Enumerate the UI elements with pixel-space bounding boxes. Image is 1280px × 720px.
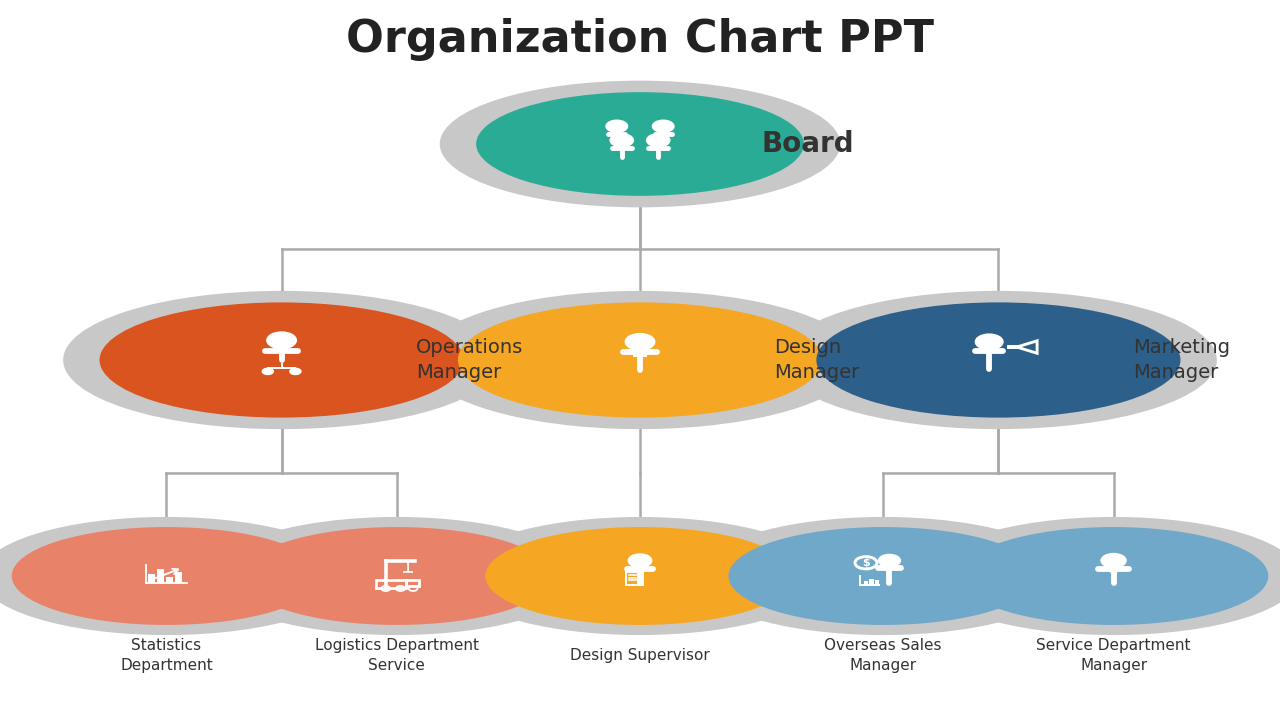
Ellipse shape xyxy=(242,527,552,625)
Circle shape xyxy=(262,369,274,374)
Bar xyxy=(156,569,164,583)
Circle shape xyxy=(625,333,655,350)
Bar xyxy=(406,580,419,586)
Ellipse shape xyxy=(728,527,1038,625)
Ellipse shape xyxy=(63,291,500,429)
Bar xyxy=(874,580,879,585)
Text: Board: Board xyxy=(762,130,854,158)
Ellipse shape xyxy=(458,302,822,418)
Text: Logistics Department
Service: Logistics Department Service xyxy=(315,638,479,672)
Text: Marketing
Manager: Marketing Manager xyxy=(1133,338,1230,382)
Ellipse shape xyxy=(100,302,463,418)
Bar xyxy=(165,577,173,583)
Circle shape xyxy=(878,554,900,567)
Ellipse shape xyxy=(817,302,1180,418)
Ellipse shape xyxy=(0,517,353,635)
Text: Operations
Manager: Operations Manager xyxy=(416,338,524,382)
Circle shape xyxy=(266,332,297,348)
Text: Design Supervisor: Design Supervisor xyxy=(570,648,710,662)
Circle shape xyxy=(653,120,675,132)
Circle shape xyxy=(289,369,301,374)
Bar xyxy=(376,580,406,588)
Text: Service Department
Manager: Service Department Manager xyxy=(1037,638,1190,672)
Ellipse shape xyxy=(780,291,1217,429)
Ellipse shape xyxy=(476,92,804,196)
Circle shape xyxy=(605,120,627,132)
Circle shape xyxy=(975,334,1004,350)
Ellipse shape xyxy=(210,517,584,635)
Ellipse shape xyxy=(440,81,840,207)
Bar xyxy=(864,581,868,585)
Ellipse shape xyxy=(485,527,795,625)
Ellipse shape xyxy=(453,517,827,635)
Text: Organization Chart PPT: Organization Chart PPT xyxy=(346,18,934,61)
Ellipse shape xyxy=(927,517,1280,635)
Ellipse shape xyxy=(12,527,321,625)
Ellipse shape xyxy=(696,517,1070,635)
Bar xyxy=(869,579,874,585)
Circle shape xyxy=(1101,554,1126,567)
Text: $: $ xyxy=(863,558,870,568)
Bar xyxy=(626,572,643,585)
Bar xyxy=(634,351,646,356)
Text: Design
Manager: Design Manager xyxy=(774,338,860,382)
Text: Overseas Sales
Manager: Overseas Sales Manager xyxy=(824,638,942,672)
Ellipse shape xyxy=(421,291,859,429)
Circle shape xyxy=(611,134,634,147)
Circle shape xyxy=(646,134,669,147)
Ellipse shape xyxy=(959,527,1268,625)
Circle shape xyxy=(628,554,652,567)
Bar xyxy=(174,572,182,583)
Text: Statistics
Department: Statistics Department xyxy=(120,638,212,672)
Bar xyxy=(148,575,155,583)
